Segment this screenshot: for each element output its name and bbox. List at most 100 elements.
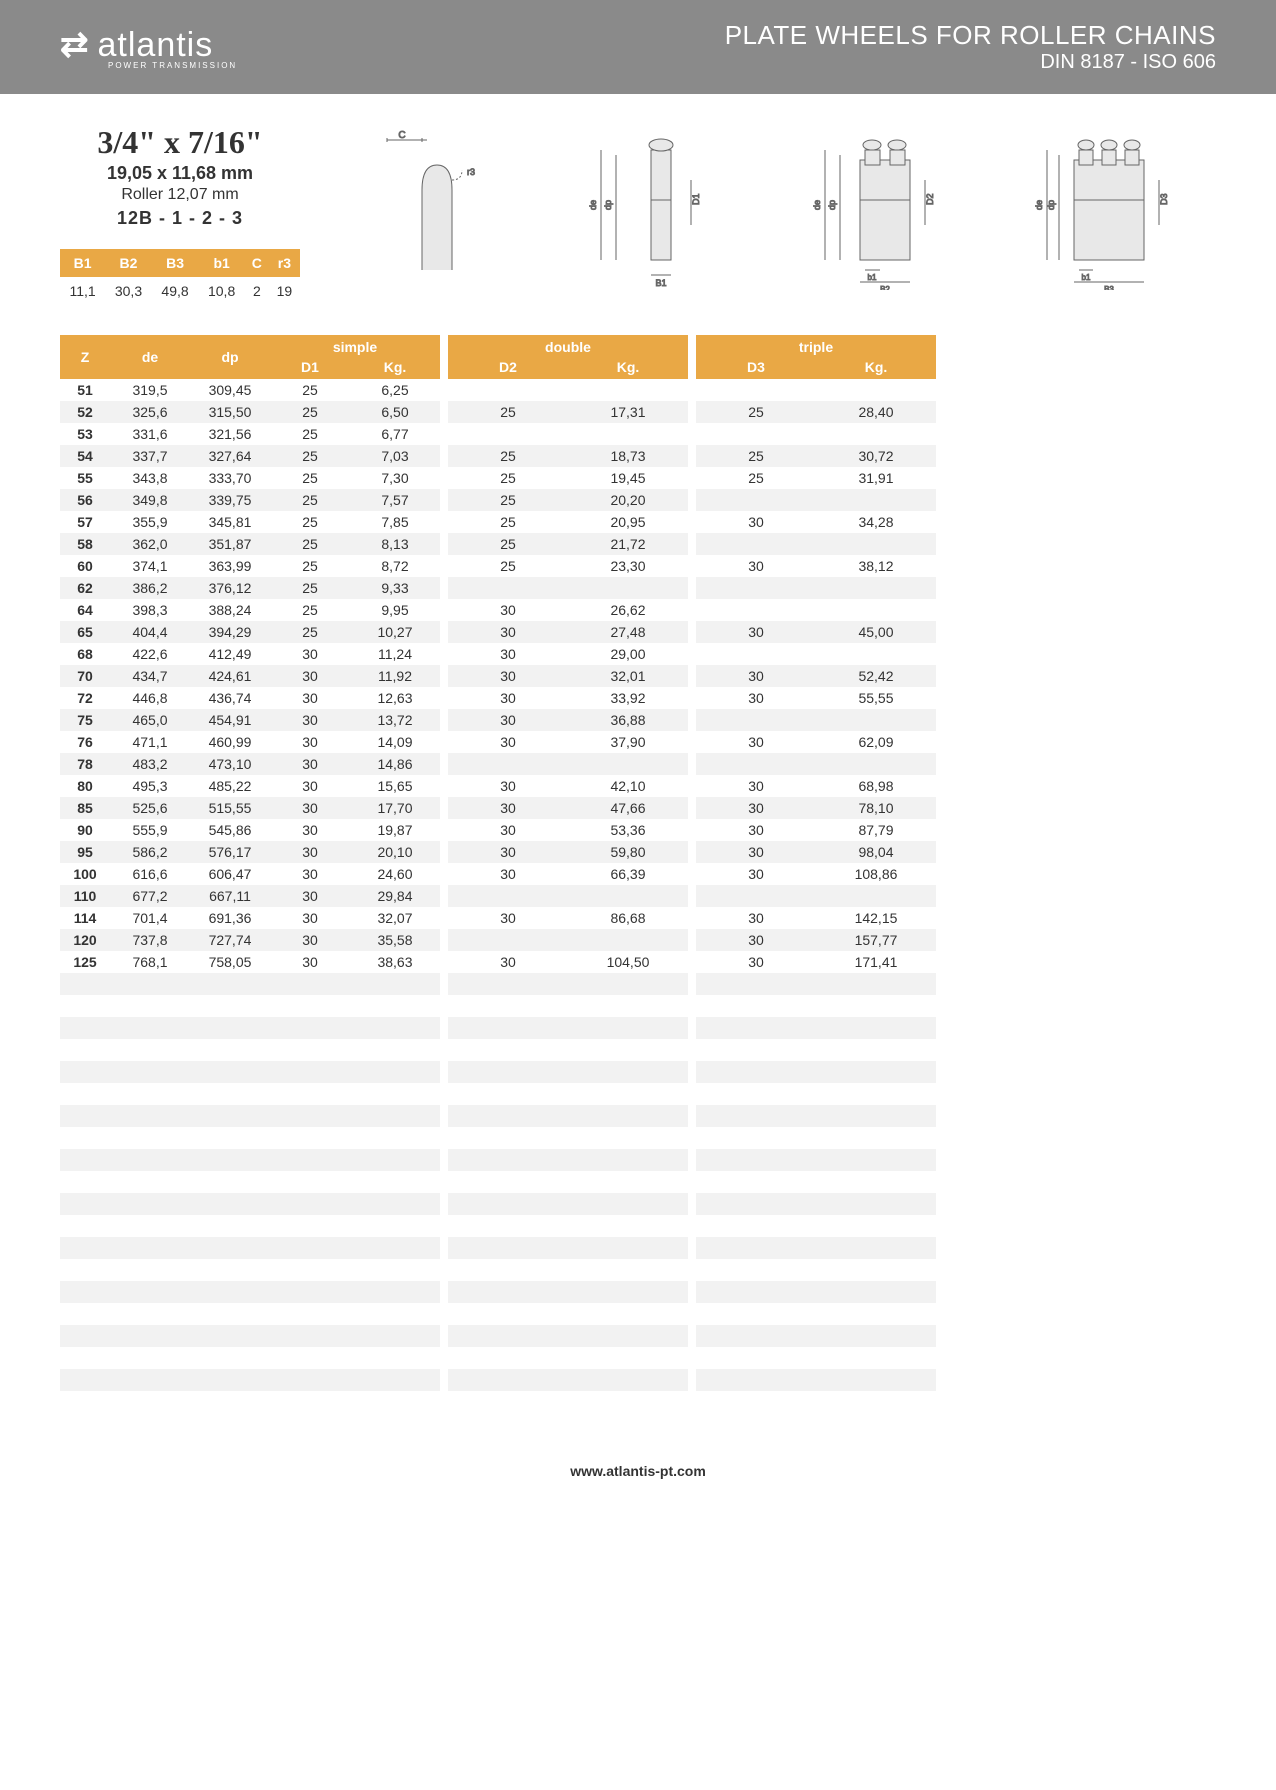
page-header: ⇄ atlantis POWER TRANSMISSION PLATE WHEE… bbox=[0, 0, 1276, 94]
th-kg2: Kg. bbox=[568, 357, 688, 379]
table-cell: 8,13 bbox=[350, 533, 440, 555]
table-cell: 29,00 bbox=[568, 643, 688, 665]
table-row-blank bbox=[696, 1325, 936, 1347]
table-cell: 52 bbox=[60, 401, 110, 423]
table-cell: 30 bbox=[448, 907, 568, 929]
table-row: 64398,3388,24259,95 bbox=[60, 599, 440, 621]
table-cell: 25 bbox=[696, 445, 816, 467]
th-z: Z bbox=[60, 335, 110, 379]
table-cell: 108,86 bbox=[816, 863, 936, 885]
table-cell: 90 bbox=[60, 819, 110, 841]
table-row-blank bbox=[696, 1281, 936, 1303]
table-cell: 25 bbox=[270, 467, 350, 489]
table-cell: 30 bbox=[448, 709, 568, 731]
table-row-blank bbox=[696, 1193, 936, 1215]
table-cell bbox=[816, 599, 936, 621]
svg-text:B3: B3 bbox=[1104, 285, 1114, 290]
table-cell: 30 bbox=[448, 687, 568, 709]
table-cell bbox=[696, 489, 816, 511]
table-cell: 70 bbox=[60, 665, 110, 687]
dim-header-C: C bbox=[245, 249, 269, 277]
table-row-blank bbox=[448, 1347, 688, 1369]
table-cell: 343,8 bbox=[110, 467, 190, 489]
table-cell: 110 bbox=[60, 885, 110, 907]
table-row: 125768,1758,053038,63 bbox=[60, 951, 440, 973]
table-cell: 321,56 bbox=[190, 423, 270, 445]
logo-mark: ⇄ bbox=[60, 25, 90, 65]
table-row-blank bbox=[448, 1149, 688, 1171]
spec-roller: Roller 12,07 mm bbox=[60, 186, 300, 204]
table-cell: 20,10 bbox=[350, 841, 440, 863]
table-row: 72446,8436,743012,63 bbox=[60, 687, 440, 709]
svg-text:de: de bbox=[588, 200, 598, 210]
th-de: de bbox=[110, 335, 190, 379]
table-row: 53331,6321,56256,77 bbox=[60, 423, 440, 445]
table-cell: 545,86 bbox=[190, 819, 270, 841]
table-cell: 30 bbox=[270, 753, 350, 775]
table-row: 62386,2376,12259,33 bbox=[60, 577, 440, 599]
table-cell: 6,25 bbox=[350, 379, 440, 401]
table-row: 114701,4691,363032,07 bbox=[60, 907, 440, 929]
dim-value: 2 bbox=[245, 277, 269, 305]
table-cell: 30 bbox=[448, 643, 568, 665]
table-row: 3087,79 bbox=[696, 819, 936, 841]
table-cell: 30 bbox=[696, 555, 816, 577]
table-cell: 737,8 bbox=[110, 929, 190, 951]
table-cell: 62,09 bbox=[816, 731, 936, 753]
table-cell: 100 bbox=[60, 863, 110, 885]
table-cell: 53 bbox=[60, 423, 110, 445]
table-row bbox=[448, 929, 688, 951]
table-cell: 62 bbox=[60, 577, 110, 599]
svg-text:B1: B1 bbox=[655, 278, 666, 288]
table-cell: 30 bbox=[270, 797, 350, 819]
table-cell: 25 bbox=[270, 401, 350, 423]
table-cell: 60 bbox=[60, 555, 110, 577]
dim-header-r3: r3 bbox=[269, 249, 300, 277]
table-cell: 25 bbox=[448, 445, 568, 467]
svg-text:B2: B2 bbox=[880, 285, 890, 290]
table-cell: 32,01 bbox=[568, 665, 688, 687]
table-cell bbox=[696, 533, 816, 555]
table-cell: 56 bbox=[60, 489, 110, 511]
table-cell: 7,85 bbox=[350, 511, 440, 533]
table-cell bbox=[696, 423, 816, 445]
table-cell: 30 bbox=[696, 665, 816, 687]
table-cell: 25 bbox=[270, 599, 350, 621]
table-cell: 10,27 bbox=[350, 621, 440, 643]
table-cell bbox=[448, 885, 568, 907]
table-cell: 25 bbox=[270, 379, 350, 401]
table-cell: 20,95 bbox=[568, 511, 688, 533]
table-cell bbox=[816, 489, 936, 511]
table-row: 52325,6315,50256,50 bbox=[60, 401, 440, 423]
table-row-blank bbox=[60, 1303, 440, 1325]
table-row-blank bbox=[448, 1237, 688, 1259]
table-cell bbox=[568, 577, 688, 599]
table-row: 3032,01 bbox=[448, 665, 688, 687]
footer-url: www.atlantis-pt.com bbox=[0, 1433, 1276, 1509]
table-row: 3078,10 bbox=[696, 797, 936, 819]
table-cell: 25 bbox=[270, 445, 350, 467]
main-table-left: Z de dp simple D1 Kg. 51319,5309,45256,2… bbox=[60, 335, 440, 1413]
table-row-blank bbox=[60, 1017, 440, 1039]
dim-header-B2: B2 bbox=[105, 249, 152, 277]
table-cell: 68 bbox=[60, 643, 110, 665]
table-cell: 30,72 bbox=[816, 445, 936, 467]
table-cell: 25 bbox=[270, 555, 350, 577]
table-cell: 339,75 bbox=[190, 489, 270, 511]
table-row: 30142,15 bbox=[696, 907, 936, 929]
table-row: 54337,7327,64257,03 bbox=[60, 445, 440, 467]
table-cell: 25 bbox=[448, 401, 568, 423]
table-cell: 30 bbox=[696, 731, 816, 753]
table-cell: 363,99 bbox=[190, 555, 270, 577]
table-row-blank bbox=[448, 1083, 688, 1105]
table-row: 3037,90 bbox=[448, 731, 688, 753]
table-cell: 30 bbox=[270, 929, 350, 951]
th-d3: D3 bbox=[696, 357, 816, 379]
table-cell: 319,5 bbox=[110, 379, 190, 401]
table-row-blank bbox=[448, 1171, 688, 1193]
table-row bbox=[696, 533, 936, 555]
table-cell: 125 bbox=[60, 951, 110, 973]
th-d1: D1 bbox=[270, 357, 350, 379]
table-row-blank bbox=[60, 1127, 440, 1149]
table-cell: 7,03 bbox=[350, 445, 440, 467]
